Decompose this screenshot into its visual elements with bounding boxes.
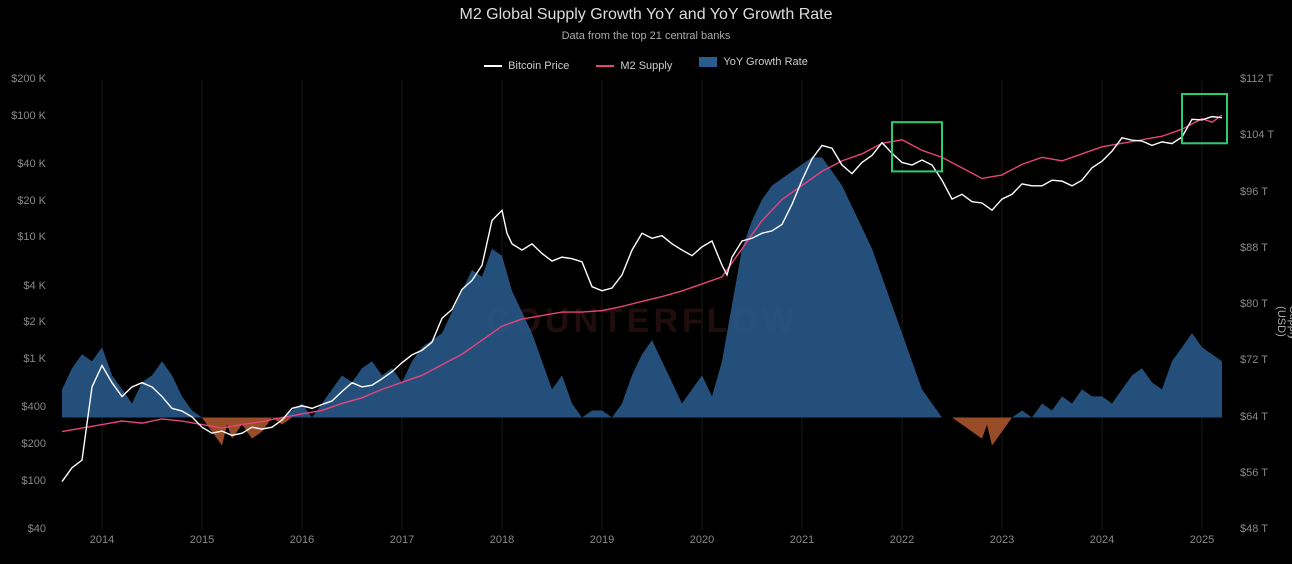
chart-container: { "title": {"text": "M2 Global Supply Gr… (0, 0, 1292, 564)
area-yoy-neg (62, 418, 1222, 446)
ytick-left: $200 (0, 438, 50, 450)
ytick-left: $40 (0, 523, 50, 535)
xtick: 2018 (477, 534, 527, 546)
legend-swatch-m2 (596, 65, 614, 67)
chart-title: M2 Global Supply Growth YoY and YoY Grow… (0, 6, 1292, 24)
ytick-left: $2 K (0, 316, 50, 328)
xtick: 2016 (277, 534, 327, 546)
xtick: 2014 (77, 534, 127, 546)
ytick-left: $4 K (0, 280, 50, 292)
xtick: 2019 (577, 534, 627, 546)
xtick: 2017 (377, 534, 427, 546)
legend-label-btc: Bitcoin Price (508, 60, 569, 72)
plot-area: COUNTERFLOW (52, 80, 1232, 530)
legend: Bitcoin Price M2 Supply YoY Growth Rate (0, 56, 1292, 72)
legend-item-yoy: YoY Growth Rate (699, 56, 807, 68)
legend-label-yoy: YoY Growth Rate (723, 56, 807, 68)
ytick-left: $100 (0, 475, 50, 487)
ytick-right: $72 T (1236, 354, 1292, 366)
annotation-rect-0 (892, 122, 942, 171)
xtick: 2020 (677, 534, 727, 546)
ytick-left: $200 K (0, 73, 50, 85)
ytick-left: $10 K (0, 231, 50, 243)
xtick: 2023 (977, 534, 1027, 546)
chart-subtitle: Data from the top 21 central banks (0, 30, 1292, 42)
ytick-right: $96 T (1236, 186, 1292, 198)
legend-label-m2: M2 Supply (620, 60, 672, 72)
ytick-right: $80 T (1236, 298, 1292, 310)
xtick: 2024 (1077, 534, 1127, 546)
xtick: 2021 (777, 534, 827, 546)
xtick: 2022 (877, 534, 927, 546)
plot-svg: COUNTERFLOW (52, 80, 1232, 530)
legend-swatch-yoy (699, 57, 717, 67)
ytick-right: $56 T (1236, 467, 1292, 479)
ytick-left: $100 K (0, 110, 50, 122)
legend-item-btc: Bitcoin Price (484, 60, 569, 72)
xtick: 2025 (1177, 534, 1227, 546)
ytick-left: $20 K (0, 195, 50, 207)
right-axis-title: M2 Supply (USD) (1275, 306, 1292, 340)
legend-swatch-btc (484, 65, 502, 67)
ytick-left: $1 K (0, 353, 50, 365)
ytick-left: $400 (0, 401, 50, 413)
ytick-right: $48 T (1236, 523, 1292, 535)
ytick-right: $112 T (1236, 73, 1292, 85)
ytick-right: $88 T (1236, 242, 1292, 254)
area-yoy-pos (62, 157, 1222, 417)
ytick-right: $64 T (1236, 411, 1292, 423)
legend-item-m2: M2 Supply (596, 60, 672, 72)
ytick-right: $104 T (1236, 129, 1292, 141)
ytick-left: $40 K (0, 158, 50, 170)
xtick: 2015 (177, 534, 227, 546)
